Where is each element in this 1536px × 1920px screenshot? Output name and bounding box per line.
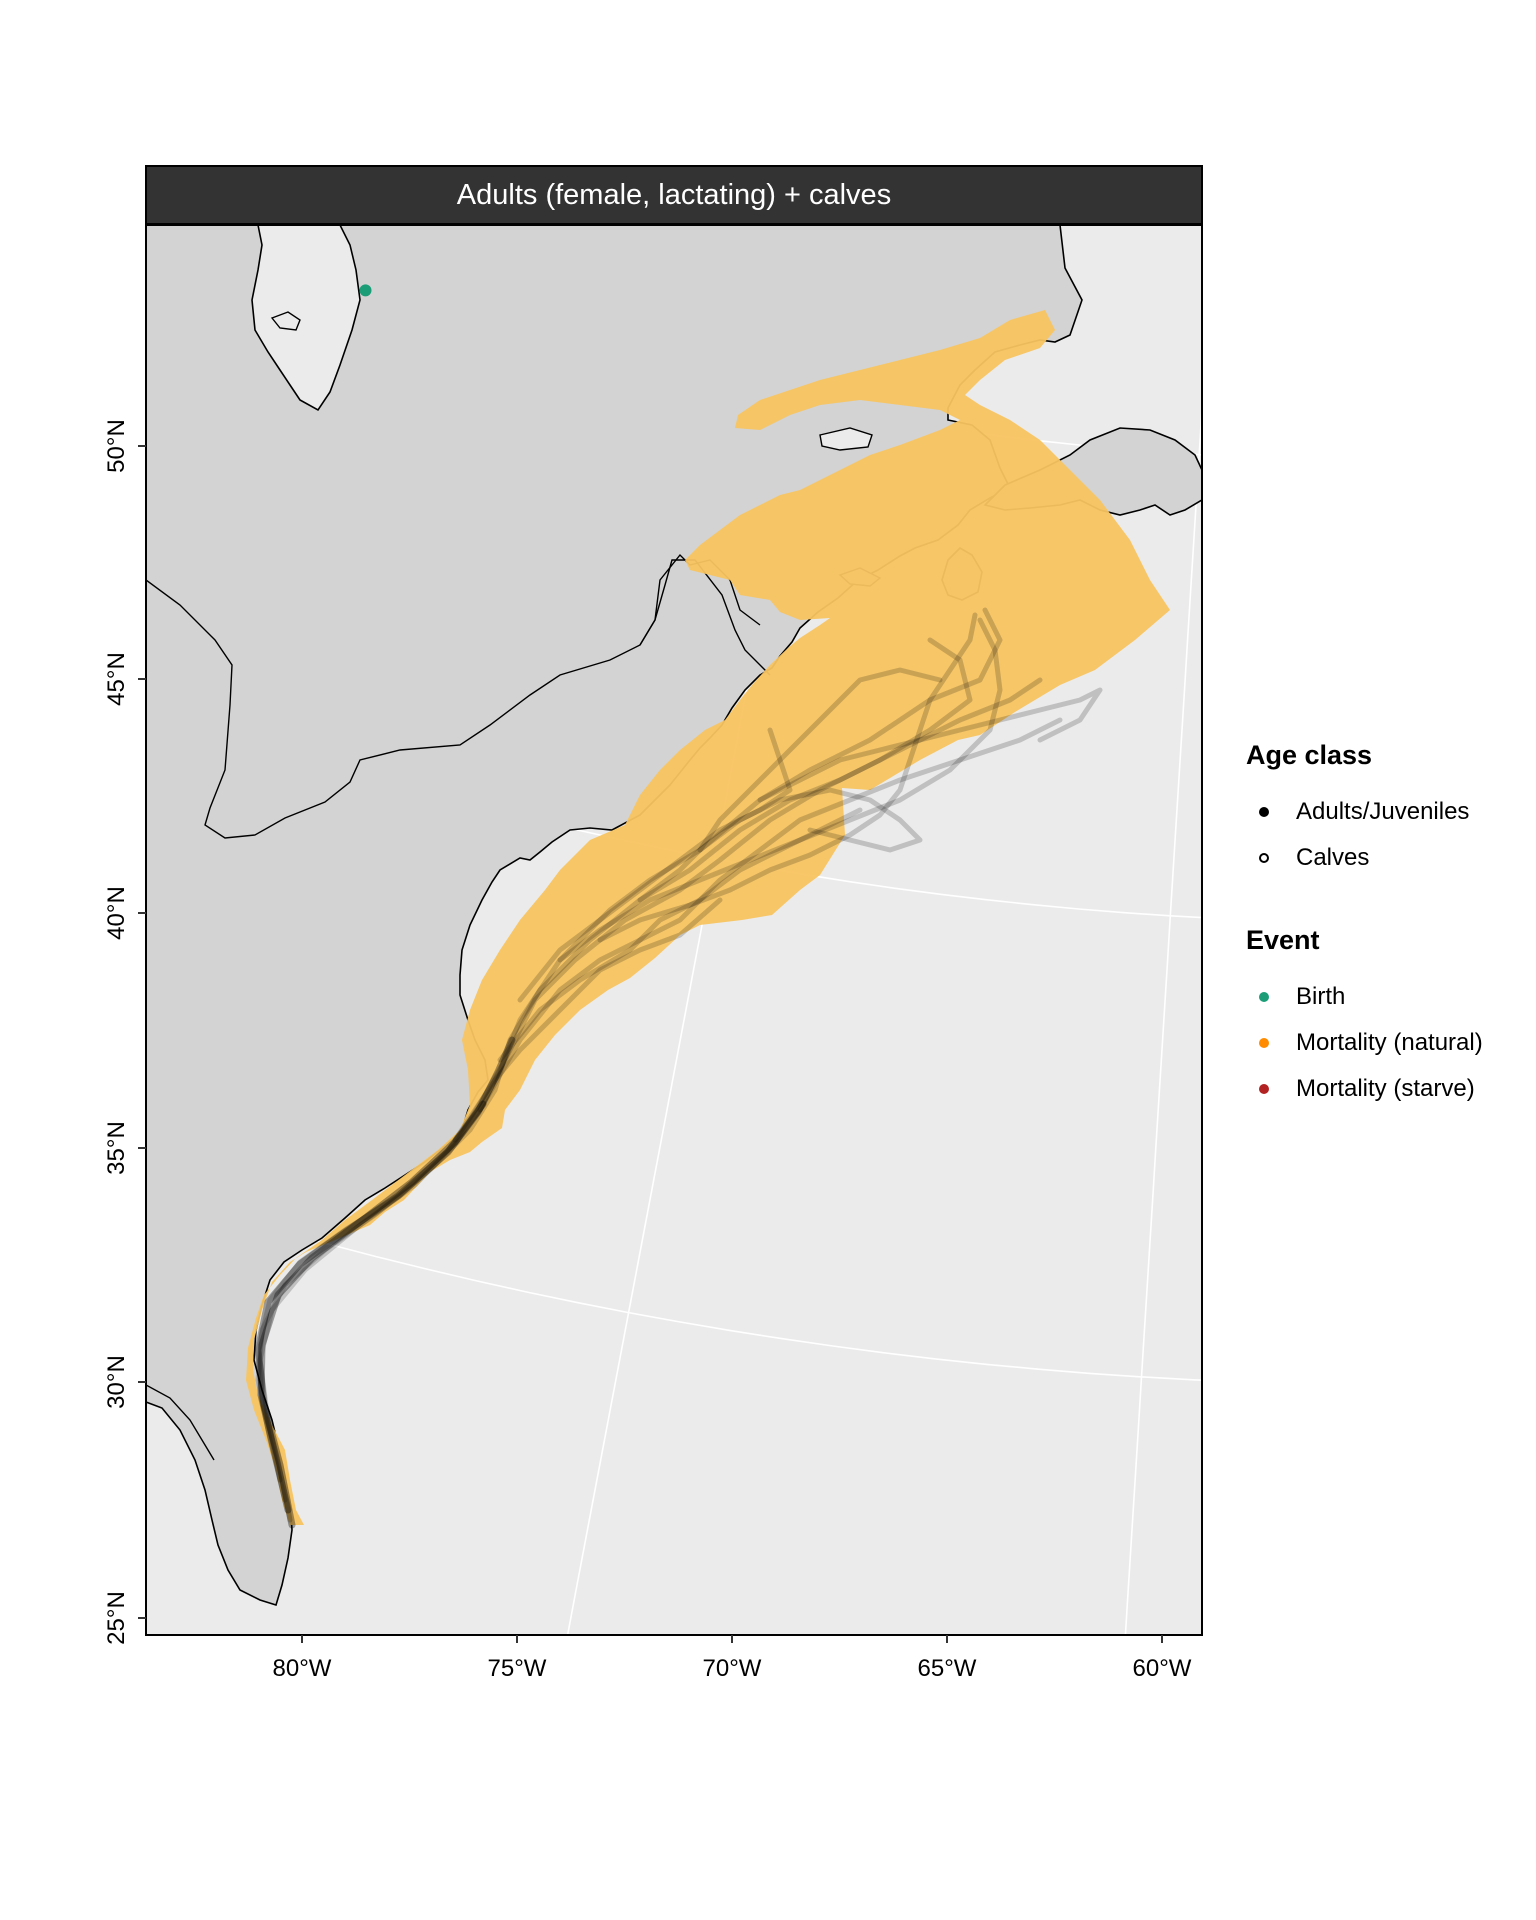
whale-tracks-core	[254, 1036, 516, 1529]
legend-item-mortality-natural: Mortality (natural)	[1246, 1020, 1536, 1066]
hudson-bay-water	[251, 225, 361, 412]
axis-ticks: 25°N 30°N 35°N 40°N 45°N 50°N 80°W 75°W 70°W 65°W…	[103, 419, 1192, 1682]
legend-label: Mortality (natural)	[1296, 1029, 1483, 1056]
lon-tick-label: 60°W	[1133, 1655, 1192, 1682]
legend-title-age-class: Age class	[1246, 740, 1373, 770]
lat-tick-label: 35°N	[103, 1121, 130, 1175]
legend-age-class: Age class Adults/Juveniles Calves	[1246, 740, 1536, 881]
lat-tick-label: 40°N	[103, 886, 130, 940]
legend-label: Mortality (starve)	[1296, 1075, 1475, 1102]
graticule-meridian	[1124, 395, 1202, 1635]
filled-dot-icon	[1259, 807, 1269, 817]
legend-label: Adults/Juveniles	[1296, 798, 1470, 825]
lon-tick-label: 80°W	[273, 1655, 332, 1682]
panel-border	[145, 224, 1203, 1636]
whale-tracks	[255, 607, 1103, 1523]
legend-item-adults: Adults/Juveniles	[1246, 789, 1536, 835]
legend-item-calves: Calves	[1246, 835, 1536, 881]
legend-label: Calves	[1296, 844, 1370, 871]
lat-tick-label: 45°N	[103, 652, 130, 706]
open-circle-icon	[1259, 853, 1269, 863]
legend-item-birth: Birth	[1246, 974, 1536, 1020]
legend: Age class Adults/Juveniles Calves Event …	[1246, 740, 1536, 1112]
legend-item-mortality-starve: Mortality (starve)	[1246, 1066, 1536, 1112]
lat-tick-label: 25°N	[103, 1591, 130, 1645]
lon-tick-label: 70°W	[703, 1655, 762, 1682]
graticule-meridian	[566, 225, 836, 1635]
lat-tick-label: 30°N	[103, 1355, 130, 1409]
graticule-parallel	[146, 1189, 1202, 1381]
adult-event-marker	[359, 284, 372, 297]
mortality-natural-dot-icon	[1259, 1038, 1269, 1048]
panel-strip: Adults (female, lactating) + calves	[145, 165, 1203, 225]
event-markers	[46, 284, 372, 354]
lake	[819, 427, 873, 451]
legend-event: Event Birth Mortality (natural) Mortalit…	[1246, 925, 1536, 1112]
legend-label: Birth	[1296, 983, 1346, 1010]
birth-dot-icon	[1259, 992, 1269, 1002]
mortality-starve-dot-icon	[1259, 1084, 1269, 1094]
lon-tick-label: 65°W	[918, 1655, 977, 1682]
habitat-region	[246, 310, 1170, 1525]
legend-title-event: Event	[1246, 925, 1320, 955]
adult-event-marker	[46, 342, 58, 354]
panel-title: Adults (female, lactating) + calves	[456, 178, 892, 211]
lat-tick-label: 50°N	[103, 419, 130, 473]
lon-tick-label: 75°W	[488, 1655, 547, 1682]
lake	[270, 311, 301, 331]
